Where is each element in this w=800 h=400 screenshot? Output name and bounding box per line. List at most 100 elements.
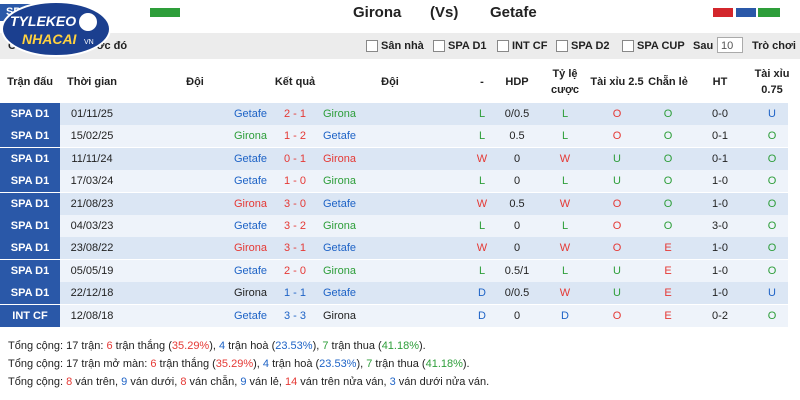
checkbox[interactable] [433, 40, 445, 52]
date: 04/03/23 [70, 220, 114, 232]
odd-even: O [663, 197, 673, 210]
date: 12/08/18 [70, 309, 114, 322]
summary-text: ). [462, 358, 470, 370]
odds-result: W [559, 197, 571, 210]
column-header: Tỷ lệ cược [550, 68, 580, 96]
over-under-half: O [767, 197, 777, 210]
checkbox[interactable] [556, 40, 568, 52]
summary-text: trận thua ( [372, 358, 426, 370]
summary-text: 23.53% [275, 340, 313, 352]
checkbox[interactable] [366, 40, 378, 52]
over-under-half: O [767, 130, 777, 143]
result: L [478, 175, 486, 188]
away-team: Getafe [323, 287, 357, 300]
summary-text: 8 [66, 376, 73, 388]
summary-text: trận thua ( [328, 340, 382, 352]
checkbox[interactable] [622, 40, 634, 52]
flag [736, 8, 756, 17]
away-team: Getafe [323, 197, 357, 210]
odd-even: E [664, 287, 672, 300]
over-under-half: U [768, 108, 776, 120]
over-under-half: U [768, 287, 776, 300]
summary-text: 35.29% [215, 358, 254, 370]
row [0, 125, 788, 148]
summary-text: 9 [121, 376, 128, 388]
league-badge: SPA D1 [0, 282, 60, 305]
summary-text: 41.18% [425, 358, 463, 370]
half-time: 0-2 [712, 309, 728, 322]
handicap: 0 [513, 152, 521, 165]
half-time: 3-0 [712, 220, 728, 232]
column-header: HDP [505, 76, 529, 88]
over-under: U [613, 264, 621, 277]
result: L [478, 108, 486, 120]
handicap: 0 [513, 220, 521, 232]
vs: (Vs) [430, 4, 459, 21]
result: W [476, 152, 488, 165]
home-team: Getafe [233, 152, 267, 165]
date: 01/11/25 [70, 108, 114, 120]
summary-text: ván lẻ, [246, 376, 285, 388]
summary-line: Tổng cộng: 17 trận: 6 trận thắng (35.29%… [8, 340, 426, 352]
date: 11/11/24 [71, 152, 113, 165]
odds-result: L [561, 175, 569, 188]
row [0, 259, 788, 282]
score: 1 - 0 [283, 175, 307, 188]
over-under: O [612, 130, 622, 143]
score: 3 - 2 [283, 220, 307, 232]
score: 1 - 2 [283, 130, 307, 143]
flag [150, 8, 180, 17]
half-time: 1-0 [712, 264, 728, 277]
summary-text: Tổng cộng: [8, 376, 67, 388]
summary-text: ván trên, [72, 376, 122, 388]
logo-shape [1, 1, 111, 57]
score: 3 - 3 [283, 309, 307, 322]
half-time: 0-1 [712, 152, 728, 165]
column-header: Tài xỉu 2.5 [590, 76, 644, 88]
league-badge: SPA D1 [0, 237, 60, 260]
half-time: 0-1 [712, 130, 728, 143]
away-team: Girona [323, 108, 357, 120]
column-header: HT [712, 76, 728, 88]
date: 17/03/24 [70, 175, 114, 188]
odd-even: O [663, 152, 673, 165]
checkbox[interactable] [497, 40, 509, 52]
summary-text: ), [253, 358, 263, 370]
row [0, 215, 788, 237]
summary-text: Tổng cộng: 17 trận: [8, 340, 107, 352]
filter-label: SPA D1 [448, 40, 487, 52]
half-time: 0-0 [712, 108, 728, 120]
odd-even: O [663, 220, 673, 232]
home-team: Getafe [233, 220, 267, 232]
filter-label: SPA CUP [637, 40, 685, 52]
score: 3 - 1 [283, 242, 307, 255]
home-team: Getafe [233, 175, 267, 188]
summary-text: 35.29% [171, 340, 210, 352]
flag [713, 8, 733, 17]
odds-result: L [561, 108, 569, 120]
odds-result: L [561, 264, 569, 277]
summary-text: 9 [240, 376, 247, 388]
league-badge: SPA D1 [0, 125, 60, 148]
count-select[interactable]: 10 [717, 37, 743, 53]
result: L [478, 220, 486, 232]
row [0, 170, 788, 193]
score: 3 - 0 [283, 197, 307, 210]
row [0, 282, 788, 305]
home-team: Getafe [233, 309, 267, 322]
half-time: 1-0 [712, 197, 728, 210]
logo-text: TYLEKEO [10, 13, 76, 29]
odds-result: L [561, 220, 569, 232]
odd-even: O [663, 175, 673, 188]
handicap: 0/0.5 [504, 287, 530, 300]
summary-text: 6 [150, 358, 157, 370]
league-badge: SPA D1 [0, 103, 60, 125]
summary-line: Tổng cộng: 8 ván trên, 9 ván dưới, 8 ván… [8, 376, 489, 388]
handicap: 0.5 [509, 130, 525, 143]
over-under: O [612, 220, 622, 232]
summary-text: 23.53% [319, 358, 357, 370]
toolbar [0, 33, 800, 59]
home-team: Girona [233, 287, 267, 300]
summary-text: 41.18% [381, 340, 419, 352]
summary-text: ván chẵn, [186, 376, 241, 388]
